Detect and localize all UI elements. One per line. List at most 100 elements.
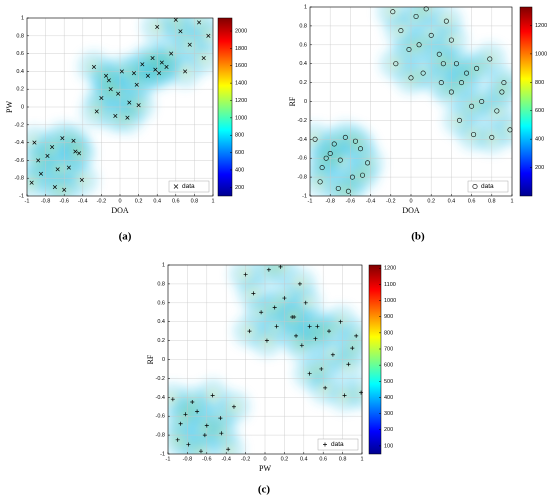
marker-plus [342,393,347,398]
density-core [333,153,348,168]
density-core [348,134,363,149]
x-tick-label: -0.2 [241,456,250,462]
marker-x [55,167,60,172]
marker-plus [264,338,269,343]
legend-marker [472,184,478,190]
x-tick-label: 0 [409,198,412,204]
density-core [355,168,370,183]
y-tick-label: -1 [302,193,307,199]
marker-o [453,61,459,67]
marker-plus [266,267,271,272]
y-tick-label: 1 [162,262,165,268]
x-tick-label: 1 [360,456,363,462]
marker-plus [190,400,195,405]
marker-plus [218,416,223,421]
marker-plus [350,346,355,351]
y-tick-label: 0 [304,99,307,105]
y-tick-label: 0 [21,104,24,110]
legend-glyph [323,442,327,447]
marker-x [136,103,141,108]
marker-plus [330,352,335,357]
x-tick-label: 0.2 [135,198,143,204]
marker-x [187,42,192,47]
density-core [193,444,208,454]
colorbar-tick-label: 200 [384,427,393,433]
colorbar-tick-label: 1200 [535,23,547,29]
x-tick-label: -0.8 [183,456,192,462]
colorbar-tick-label: 600 [384,363,393,369]
marker-x [106,78,111,83]
marker-x [79,177,84,183]
marker-x [91,64,97,69]
marker-x [159,60,164,65]
x-tick-label: 0.2 [281,456,289,462]
marker-o [474,65,480,71]
marker-plus [282,296,287,301]
x-axis-label: PW [259,464,271,473]
marker-o [319,165,325,171]
marker-o [448,89,454,95]
y-tick-label: -0.4 [298,137,307,143]
y-tick-label: -0.4 [15,140,24,146]
legend-glyph [173,184,179,189]
marker-x [131,71,136,76]
x-tick-label: -1 [308,198,313,204]
marker-x [134,82,139,87]
colorbar-tick-label: 1400 [235,81,247,87]
y-tick-label: 1 [21,15,24,21]
marker-x [73,149,78,154]
legend-marker [323,442,327,447]
marker-x [62,187,67,192]
y-tick-label: -0.2 [156,376,165,382]
x-tick-label: 1 [510,198,513,204]
colorbar-tick-label: 500 [384,379,393,385]
marker-x [32,140,37,145]
colorbar-tick-label: 1200 [235,98,247,104]
marker-x [45,153,50,158]
y-axis-label: RF [146,354,155,364]
marker-o [327,150,333,156]
plot-frame [26,17,214,197]
marker-plus [346,362,351,367]
colorbar [519,6,533,197]
marker-o [413,13,419,19]
y-tick-label: -0.4 [156,395,165,401]
colorbar-tick-label: 400 [384,395,393,401]
marker-o [494,108,500,114]
y-axis-label: RF [288,96,297,106]
x-tick-label: 0 [263,456,266,462]
marker-o [469,103,475,109]
marker-x [52,185,57,190]
marker-x [178,29,183,34]
marker-o [448,37,454,43]
y-axis-label: PW [5,101,14,113]
marker-plus [327,329,332,334]
colorbar [217,17,233,197]
marker-x [155,24,160,29]
marker-x [119,69,124,74]
marker-o [458,80,464,86]
marker-o [335,185,341,191]
y-tick-label: 0.2 [16,87,24,93]
marker-plus [315,324,320,329]
legend-label: data [481,183,494,190]
marker-x [77,151,82,156]
legend-glyph [472,184,478,190]
marker-x [206,33,211,38]
colorbar-tick-label: 1600 [235,63,247,69]
x-tick-label: -0.6 [59,198,68,204]
colorbar [368,264,382,455]
colorbar-tick-label: 800 [535,80,544,86]
marker-o [423,6,429,12]
marker-plus [297,281,302,286]
x-tick-label: -0.4 [78,198,87,204]
colorbar-tick-label: 400 [235,167,244,173]
marker-o [357,146,363,152]
marker-x [113,113,118,118]
y-tick-label: 1 [304,4,307,10]
x-tick-label: -0.6 [346,198,355,204]
marker-o [312,136,318,142]
marker-o [487,56,493,62]
colorbar-tick-label: 800 [384,330,393,336]
marker-o [390,9,396,15]
